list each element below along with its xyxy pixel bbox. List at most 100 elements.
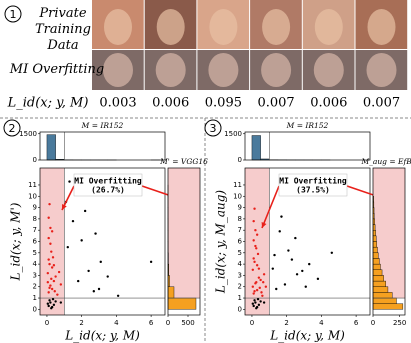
- y-tick-label: 8: [238, 215, 242, 223]
- scatter-point: [259, 278, 262, 282]
- scatter-point: [253, 299, 256, 302]
- y-tick-label: 0: [238, 156, 242, 164]
- hist-bar: [167, 286, 175, 299]
- scatter-point: [275, 287, 278, 291]
- scatter-point: [47, 216, 50, 219]
- scatter-point: [46, 302, 50, 305]
- scatter-point: [149, 260, 153, 264]
- scatter-point: [251, 302, 255, 305]
- hist-bar: [372, 275, 384, 282]
- scatter-point: [47, 304, 50, 308]
- scatter-point: [258, 286, 261, 290]
- scatter-point: [252, 219, 255, 223]
- panel-number: 2: [9, 122, 16, 135]
- annotation-box: [278, 173, 348, 197]
- scatter-point: [59, 283, 63, 286]
- metric-value: 0.095: [205, 96, 242, 111]
- face-shape: [262, 9, 291, 45]
- x-tick-label: 2: [79, 319, 83, 327]
- hist-title: M = IR152: [286, 121, 329, 130]
- scatter-point: [87, 269, 90, 273]
- scatter-point: [264, 285, 268, 288]
- scatter-point: [290, 258, 294, 261]
- y-tick-label: 4: [238, 260, 243, 268]
- y-tick-label: 0: [33, 305, 37, 313]
- scatter-point: [257, 303, 261, 307]
- scatter-point: [99, 260, 102, 264]
- scatter-point: [83, 209, 87, 213]
- hist-bar: [251, 135, 261, 161]
- x-tick-label: 0: [250, 319, 254, 327]
- scatter-point: [51, 297, 55, 301]
- panel-badge: [4, 5, 22, 23]
- y-tick-label: 3: [238, 271, 242, 279]
- scatter-point: [273, 253, 276, 257]
- annotation-title: MI Overfitting: [279, 176, 347, 186]
- metric-value: 0.003: [99, 96, 136, 111]
- scatter-point: [49, 301, 52, 304]
- row-label: MI Overfitting: [9, 62, 105, 77]
- plot-frame: [167, 167, 201, 316]
- scatter-point: [255, 307, 258, 310]
- face-shape: [103, 53, 133, 87]
- hist-title: M_aug = EfB0: [360, 157, 411, 166]
- scatter-point: [255, 288, 259, 292]
- y-tick-label: 1: [33, 294, 37, 302]
- y-tick-label: 2: [33, 283, 37, 291]
- metric-value: 0.006: [310, 96, 347, 111]
- annotation-value: (37.5%): [296, 186, 330, 195]
- scatter-point: [54, 300, 57, 303]
- scatter-point: [56, 293, 59, 296]
- y-tick-label: 11: [28, 181, 37, 189]
- hist-bar: [372, 286, 389, 293]
- scatter-point: [330, 251, 334, 255]
- scatter-point: [259, 300, 262, 303]
- y-tick-label: 7: [238, 226, 242, 234]
- scatter-point: [46, 271, 50, 275]
- scatter-point: [295, 273, 299, 276]
- y-tick-label: 11: [233, 181, 242, 189]
- x-axis-label: L_id(x; y, M): [269, 329, 345, 343]
- y-tick-label: 10: [28, 192, 37, 200]
- scatter-point: [255, 281, 258, 284]
- overfit-region: [245, 168, 270, 315]
- scatter-point: [94, 232, 97, 235]
- scatter-point: [51, 256, 55, 259]
- x-tick-label: 6: [149, 319, 154, 327]
- y-tick-label: 4: [33, 260, 38, 268]
- hist-bar: [372, 263, 381, 270]
- scatter-point: [49, 226, 52, 230]
- x-tick-label: 4: [319, 319, 324, 327]
- hist-bar: [372, 269, 383, 276]
- face-shape: [208, 53, 239, 87]
- hist-bar: [372, 297, 397, 304]
- overfit-region: [40, 168, 65, 315]
- scatter-point: [257, 276, 261, 279]
- scatter-point: [50, 287, 54, 291]
- scatter-point: [254, 244, 257, 248]
- hist-bar: [372, 252, 379, 259]
- scatter-point: [294, 236, 297, 240]
- face-shape: [156, 9, 185, 45]
- face-shape: [155, 53, 186, 87]
- hist-bar: [372, 258, 380, 265]
- scatter-point: [47, 258, 50, 261]
- scatter-point: [255, 233, 259, 236]
- hist-bar: [372, 246, 378, 254]
- x-tick-label: 2: [284, 319, 288, 327]
- scatter-point: [48, 202, 51, 206]
- x-axis-label: L_id(x; y, M): [64, 329, 140, 343]
- y-tick-label: 6: [33, 238, 38, 246]
- scatter-point: [52, 279, 56, 283]
- scatter-point: [106, 275, 109, 278]
- y-tick-label: 1: [238, 294, 242, 302]
- x-tick-label: 0: [45, 319, 49, 327]
- scatter-point: [271, 267, 274, 270]
- scatter-point: [80, 239, 83, 242]
- y-tick-label: 0: [238, 305, 242, 313]
- scatter-point: [71, 219, 75, 223]
- scatter-point: [48, 299, 51, 302]
- scatter-point: [66, 245, 69, 249]
- scatter-point: [260, 291, 263, 294]
- scatter-point: [252, 304, 255, 308]
